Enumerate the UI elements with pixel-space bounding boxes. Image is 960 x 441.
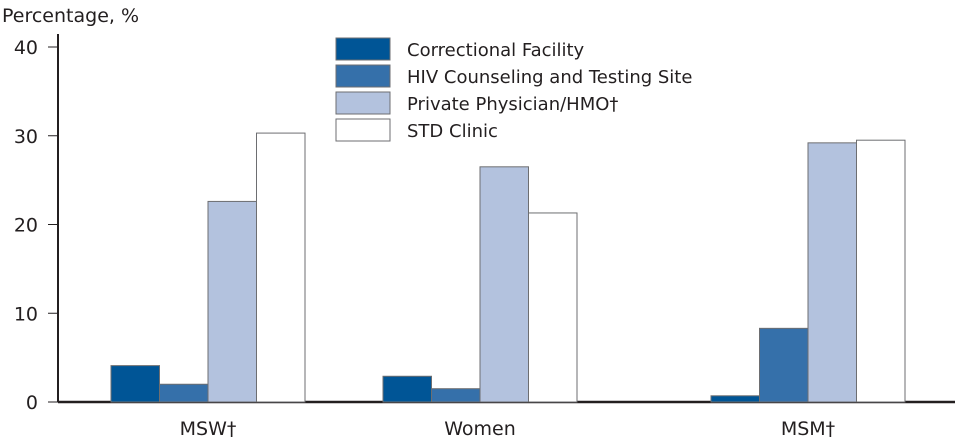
bar-1-2 (479, 166, 529, 403)
legend-swatch (335, 91, 391, 115)
bar-0-2 (207, 200, 257, 403)
bar-2-0 (710, 395, 760, 403)
y-tick-label: 30 (14, 126, 38, 148)
x-tick-label: Women (444, 418, 516, 440)
bar-0-3 (256, 132, 306, 403)
y-tick-label: 20 (14, 215, 38, 237)
y-tick-label: 40 (14, 37, 38, 59)
bar-2-3 (856, 139, 906, 403)
y-tick-label: 0 (26, 392, 38, 414)
legend-swatch (335, 118, 391, 142)
bar-1-0 (382, 375, 432, 403)
legend-label: HIV Counseling and Testing Site (407, 67, 692, 88)
x-tick-label: MSM† (781, 418, 835, 440)
bar-2-2 (807, 142, 857, 403)
legend-swatch (335, 37, 391, 61)
legend: Correctional Facility HIV Counseling and … (335, 37, 692, 142)
legend-label: Correctional Facility (407, 40, 585, 61)
legend-swatch (335, 64, 391, 88)
y-axis-label: Percentage, % (2, 5, 139, 27)
bar-0-0 (110, 365, 160, 403)
legend-label: STD Clinic (407, 121, 498, 142)
bar-2-1 (759, 327, 809, 403)
x-tick-label: MSW† (180, 418, 237, 440)
y-tick-label: 10 (14, 303, 38, 325)
bar-1-1 (431, 388, 481, 403)
legend-label: Private Physician/HMO† (407, 94, 618, 115)
bars (110, 132, 906, 403)
bar-1-3 (528, 212, 578, 403)
bar-0-1 (159, 383, 209, 403)
